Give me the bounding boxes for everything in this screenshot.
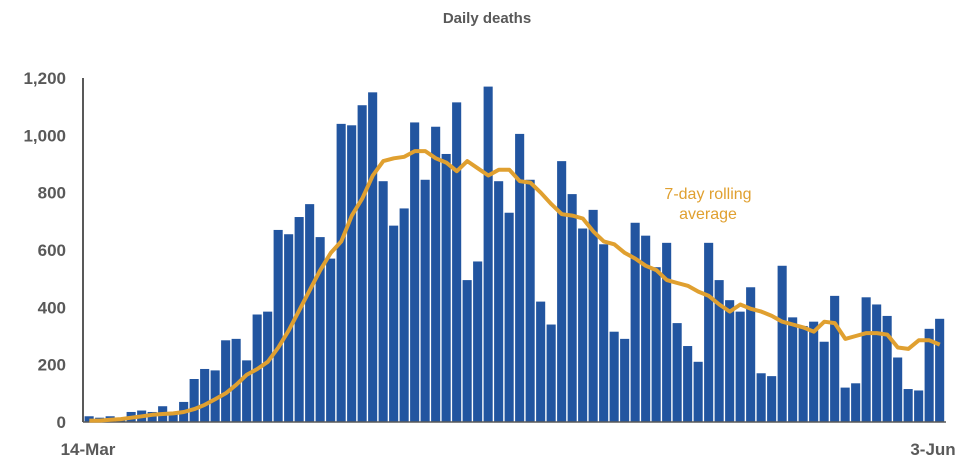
bar — [504, 212, 514, 422]
bar — [305, 204, 315, 422]
bar — [242, 360, 252, 422]
bar — [767, 376, 777, 422]
bar — [462, 280, 472, 422]
bar — [788, 317, 798, 422]
bar — [567, 194, 577, 422]
bar — [914, 390, 924, 422]
bar — [935, 318, 945, 422]
bar — [578, 228, 588, 422]
bar — [714, 280, 724, 422]
y-tick-label: 0 — [57, 413, 66, 432]
annotation-line-2: average — [679, 206, 737, 223]
bar — [819, 341, 829, 422]
bar — [630, 222, 640, 422]
bar — [147, 411, 157, 422]
bar — [399, 208, 409, 422]
bar — [735, 311, 745, 422]
bar — [725, 300, 735, 422]
bar — [410, 122, 420, 422]
bar — [599, 244, 609, 422]
bar — [924, 328, 934, 422]
bar — [420, 179, 430, 422]
chart-title: Daily deaths — [443, 10, 531, 27]
bar — [809, 321, 819, 422]
bar — [893, 357, 903, 422]
bar — [368, 92, 378, 422]
bar — [872, 304, 882, 422]
bar — [200, 368, 210, 422]
bar — [483, 86, 493, 422]
bar — [546, 324, 556, 422]
bar — [620, 338, 630, 422]
bar — [210, 370, 220, 422]
bar — [231, 338, 241, 422]
bar — [189, 379, 199, 422]
bar — [263, 311, 273, 422]
bar — [557, 161, 567, 422]
bar — [651, 267, 661, 422]
y-tick-label: 600 — [38, 241, 66, 260]
bar — [704, 242, 714, 422]
bar — [609, 331, 619, 422]
annotation-line-1: 7-day rolling — [664, 186, 751, 203]
bar — [861, 297, 871, 422]
bar — [221, 340, 231, 422]
y-tick-label: 1,200 — [23, 69, 66, 88]
bar — [756, 373, 766, 422]
bar — [494, 181, 504, 422]
y-tick-label: 400 — [38, 298, 66, 317]
y-tick-label: 200 — [38, 356, 66, 375]
bar — [777, 265, 787, 422]
bar — [378, 181, 388, 422]
bar — [882, 315, 892, 422]
bar — [672, 323, 682, 422]
y-tick-label: 800 — [38, 184, 66, 203]
bar — [168, 411, 178, 422]
bar — [903, 389, 913, 422]
bar — [515, 133, 525, 422]
bar — [840, 387, 850, 422]
bar — [84, 416, 94, 422]
bar — [536, 301, 546, 422]
x-label-start: 14-Mar — [61, 440, 116, 459]
bar — [315, 237, 325, 422]
bar — [798, 325, 808, 422]
bar — [641, 235, 651, 422]
x-label-end: 3-Jun — [910, 440, 955, 459]
bar — [525, 179, 535, 422]
bar — [683, 346, 693, 422]
bar — [746, 287, 756, 422]
bar — [273, 229, 283, 422]
bar — [830, 295, 840, 422]
bar — [326, 258, 336, 422]
bar — [473, 261, 483, 422]
rolling-average-line — [89, 149, 941, 423]
bar — [357, 105, 367, 422]
y-tick-label: 1,000 — [23, 126, 66, 145]
bar — [693, 361, 703, 422]
bar — [662, 242, 672, 422]
bar — [452, 102, 462, 422]
bar — [588, 209, 598, 422]
bar — [851, 383, 861, 422]
bar — [294, 217, 304, 422]
bar — [336, 123, 346, 422]
bar — [431, 126, 441, 422]
bar — [389, 225, 399, 422]
bar — [347, 125, 357, 423]
bar — [441, 153, 451, 422]
